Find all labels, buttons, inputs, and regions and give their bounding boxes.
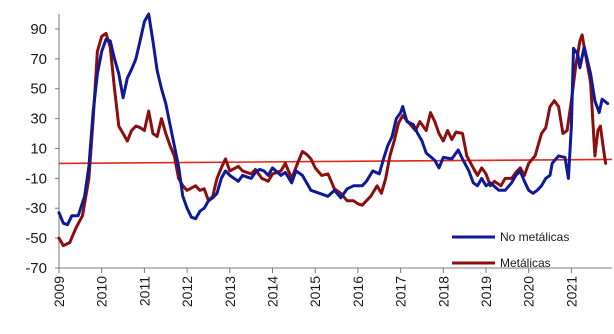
x-tick-label: 2011 — [136, 276, 152, 306]
series-line-metalicas — [57, 31, 608, 248]
x-axis: 2009 2010 2011 2012 2013 2014 2015 2016 2017 2018… — [51, 267, 612, 307]
x-tick-label: 2016 — [350, 276, 366, 307]
x-tick-label: 2018 — [435, 276, 451, 307]
x-tick-label: 2017 — [393, 276, 409, 307]
y-tick-label: 90 — [30, 21, 47, 38]
legend-label-metalicas: Metálicas — [500, 256, 551, 270]
x-tick-label: 2020 — [521, 276, 537, 307]
y-tick-label: 10 — [30, 140, 47, 157]
x-tick-label: 2014 — [265, 276, 281, 307]
x-tick-label: 2012 — [179, 276, 195, 307]
series-line-no-metalicas — [57, 12, 610, 227]
x-tick-label: 2021 — [563, 276, 579, 307]
x-tick-label: 2019 — [478, 276, 494, 307]
y-tick-label: -50 — [25, 230, 47, 247]
y-axis: 90 70 50 30 10 -10 -30 -50 -70 — [25, 14, 60, 277]
y-tick-label: -10 — [25, 170, 47, 187]
x-tick-label: 2013 — [222, 276, 238, 307]
y-tick-label: 70 — [30, 51, 47, 68]
x-tick-label: 2010 — [94, 276, 110, 307]
x-tick-label: 2015 — [307, 276, 323, 307]
y-tick-label: -70 — [25, 260, 47, 277]
zero-reference-line — [58, 158, 613, 165]
legend-label-no-metalicas: No metálicas — [500, 230, 569, 244]
y-tick-label: 30 — [30, 111, 47, 128]
y-tick-label: -30 — [25, 200, 47, 217]
zero-reference-line-group — [58, 158, 613, 165]
legend: No metálicas Metálicas — [452, 230, 569, 270]
y-tick-label: 50 — [30, 81, 47, 98]
x-tick-label: 2009 — [51, 276, 67, 307]
series-group — [57, 12, 610, 248]
